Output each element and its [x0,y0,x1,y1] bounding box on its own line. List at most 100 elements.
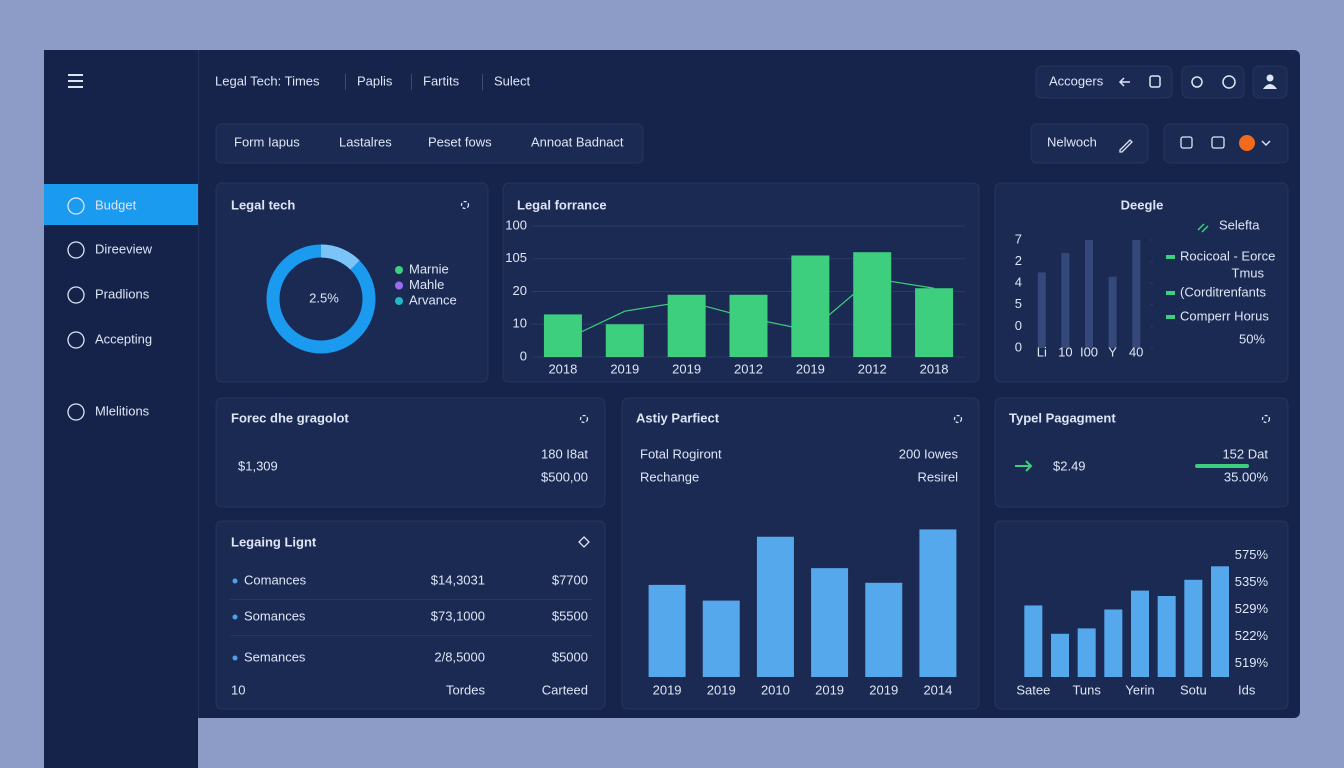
bar [1184,579,1203,677]
legend-dot [395,297,403,305]
sidebar-item[interactable]: Mlelitions [95,403,150,418]
x-tick-label: 2019 [815,682,844,697]
bar [1024,605,1043,677]
menu-icon[interactable] [68,86,83,88]
card-title: Legaing Lignt [231,534,317,549]
bar [1211,566,1229,677]
tool-icon[interactable] [1211,136,1225,149]
summary-detail: 180 I8at [541,446,588,461]
nav-link[interactable]: Legal Tech: Times [215,73,320,88]
tabs-bar [215,123,644,164]
menu-icon[interactable] [68,80,83,82]
tool-icons [1163,123,1289,164]
y-tick-label: 7 [1015,231,1022,246]
table-cell: $14,3031 [431,572,485,587]
tool-icon[interactable] [1180,136,1193,149]
x-tick-label: Tuns [1072,682,1101,697]
tab[interactable]: Peset fows [428,134,492,149]
y-tick-label: 10 [513,316,527,331]
y-tick-label: 519% [1235,655,1269,670]
card-menu[interactable] [460,200,470,210]
search-box[interactable] [1030,123,1149,164]
sidebar-item[interactable]: Direeview [95,241,153,256]
x-tick-label: 2019 [869,682,898,697]
x-tick-label: 10 [1058,344,1072,359]
sidebar-icon [67,241,85,259]
bar [667,294,706,357]
account-label[interactable]: Accogers [1049,73,1104,88]
donut-center: 2.5% [309,290,339,305]
table-cell: $5000 [552,649,588,664]
tab[interactable]: Form Iapus [234,134,300,149]
bar [1077,628,1096,677]
legend-swatch [1166,315,1175,319]
y-tick-label: 575% [1235,547,1269,562]
sidebar-icon [67,403,85,421]
bar [1108,276,1117,348]
x-tick-label: 2019 [672,361,701,376]
card-menu[interactable] [1261,414,1271,424]
nav-link[interactable]: Fartits [423,73,460,88]
menu-icon[interactable] [68,74,83,76]
bar [648,584,686,677]
bar [1104,609,1123,677]
table-cell: $7700 [552,572,588,587]
x-tick-label: Ids [1238,682,1256,697]
row-divider [230,635,592,636]
sidebar-item[interactable]: Budget [95,197,137,212]
x-tick-label: Satee [1016,682,1050,697]
card-menu[interactable] [579,414,589,424]
summary-value: $1,309 [238,458,278,473]
row-divider [230,599,592,600]
avatar[interactable] [1239,135,1255,151]
stats-label: Rechange [640,469,699,484]
sidebar-item[interactable]: Pradlions [95,286,150,301]
y-tick-label: 0 [520,348,527,363]
bar [791,255,830,357]
bar [1037,272,1046,348]
stats-value: Resirel [918,469,959,484]
y-tick-label: 529% [1235,601,1269,616]
sidebar-item[interactable]: Accepting [95,331,152,346]
card-menu[interactable] [953,414,963,424]
x-tick-label: 2019 [653,682,682,697]
search-label[interactable]: Nelwoch [1047,134,1097,149]
y-tick-label: 0 [1015,339,1022,354]
table-cell: 2/8,5000 [434,649,485,664]
x-tick-label: 2012 [734,361,763,376]
x-tick-label: 2019 [610,361,639,376]
sidebar-icon [67,286,85,304]
card-title: Legal tech [231,197,295,212]
donut-highlight [320,244,360,270]
tab[interactable]: Annoat Badnact [531,134,624,149]
x-tick-label: Sotu [1180,682,1207,697]
card-menu [578,536,590,548]
y-tick-label: 4 [1015,275,1022,290]
x-tick-label: I00 [1080,344,1098,359]
legend-swatch [1166,255,1175,259]
table-cell: Semances [244,649,306,664]
row-bullet [232,578,238,584]
bar [729,294,768,357]
card-title: Typel Pagagment [1009,410,1116,425]
legend-label: (Corditrenfants [1180,284,1266,299]
account-button[interactable] [1035,65,1173,99]
card [215,397,606,508]
profile-body [1263,84,1277,89]
back-icon [1118,77,1130,87]
nav-link[interactable]: Paplis [357,73,393,88]
icons-button[interactable] [1181,65,1245,99]
chart-title: Legal forrance [517,197,607,212]
legend-title: Selefta [1219,217,1260,232]
tab[interactable]: Lastalres [339,134,392,149]
legend-dot [395,266,403,274]
bar [1085,240,1093,348]
bar [756,536,794,677]
legend-label: Mahle [409,277,444,292]
y-tick-label: 522% [1235,628,1269,643]
nav-link[interactable]: Sulect [494,73,531,88]
profile-button[interactable] [1252,65,1288,99]
bar [811,568,849,677]
settings-icon [1222,75,1236,89]
